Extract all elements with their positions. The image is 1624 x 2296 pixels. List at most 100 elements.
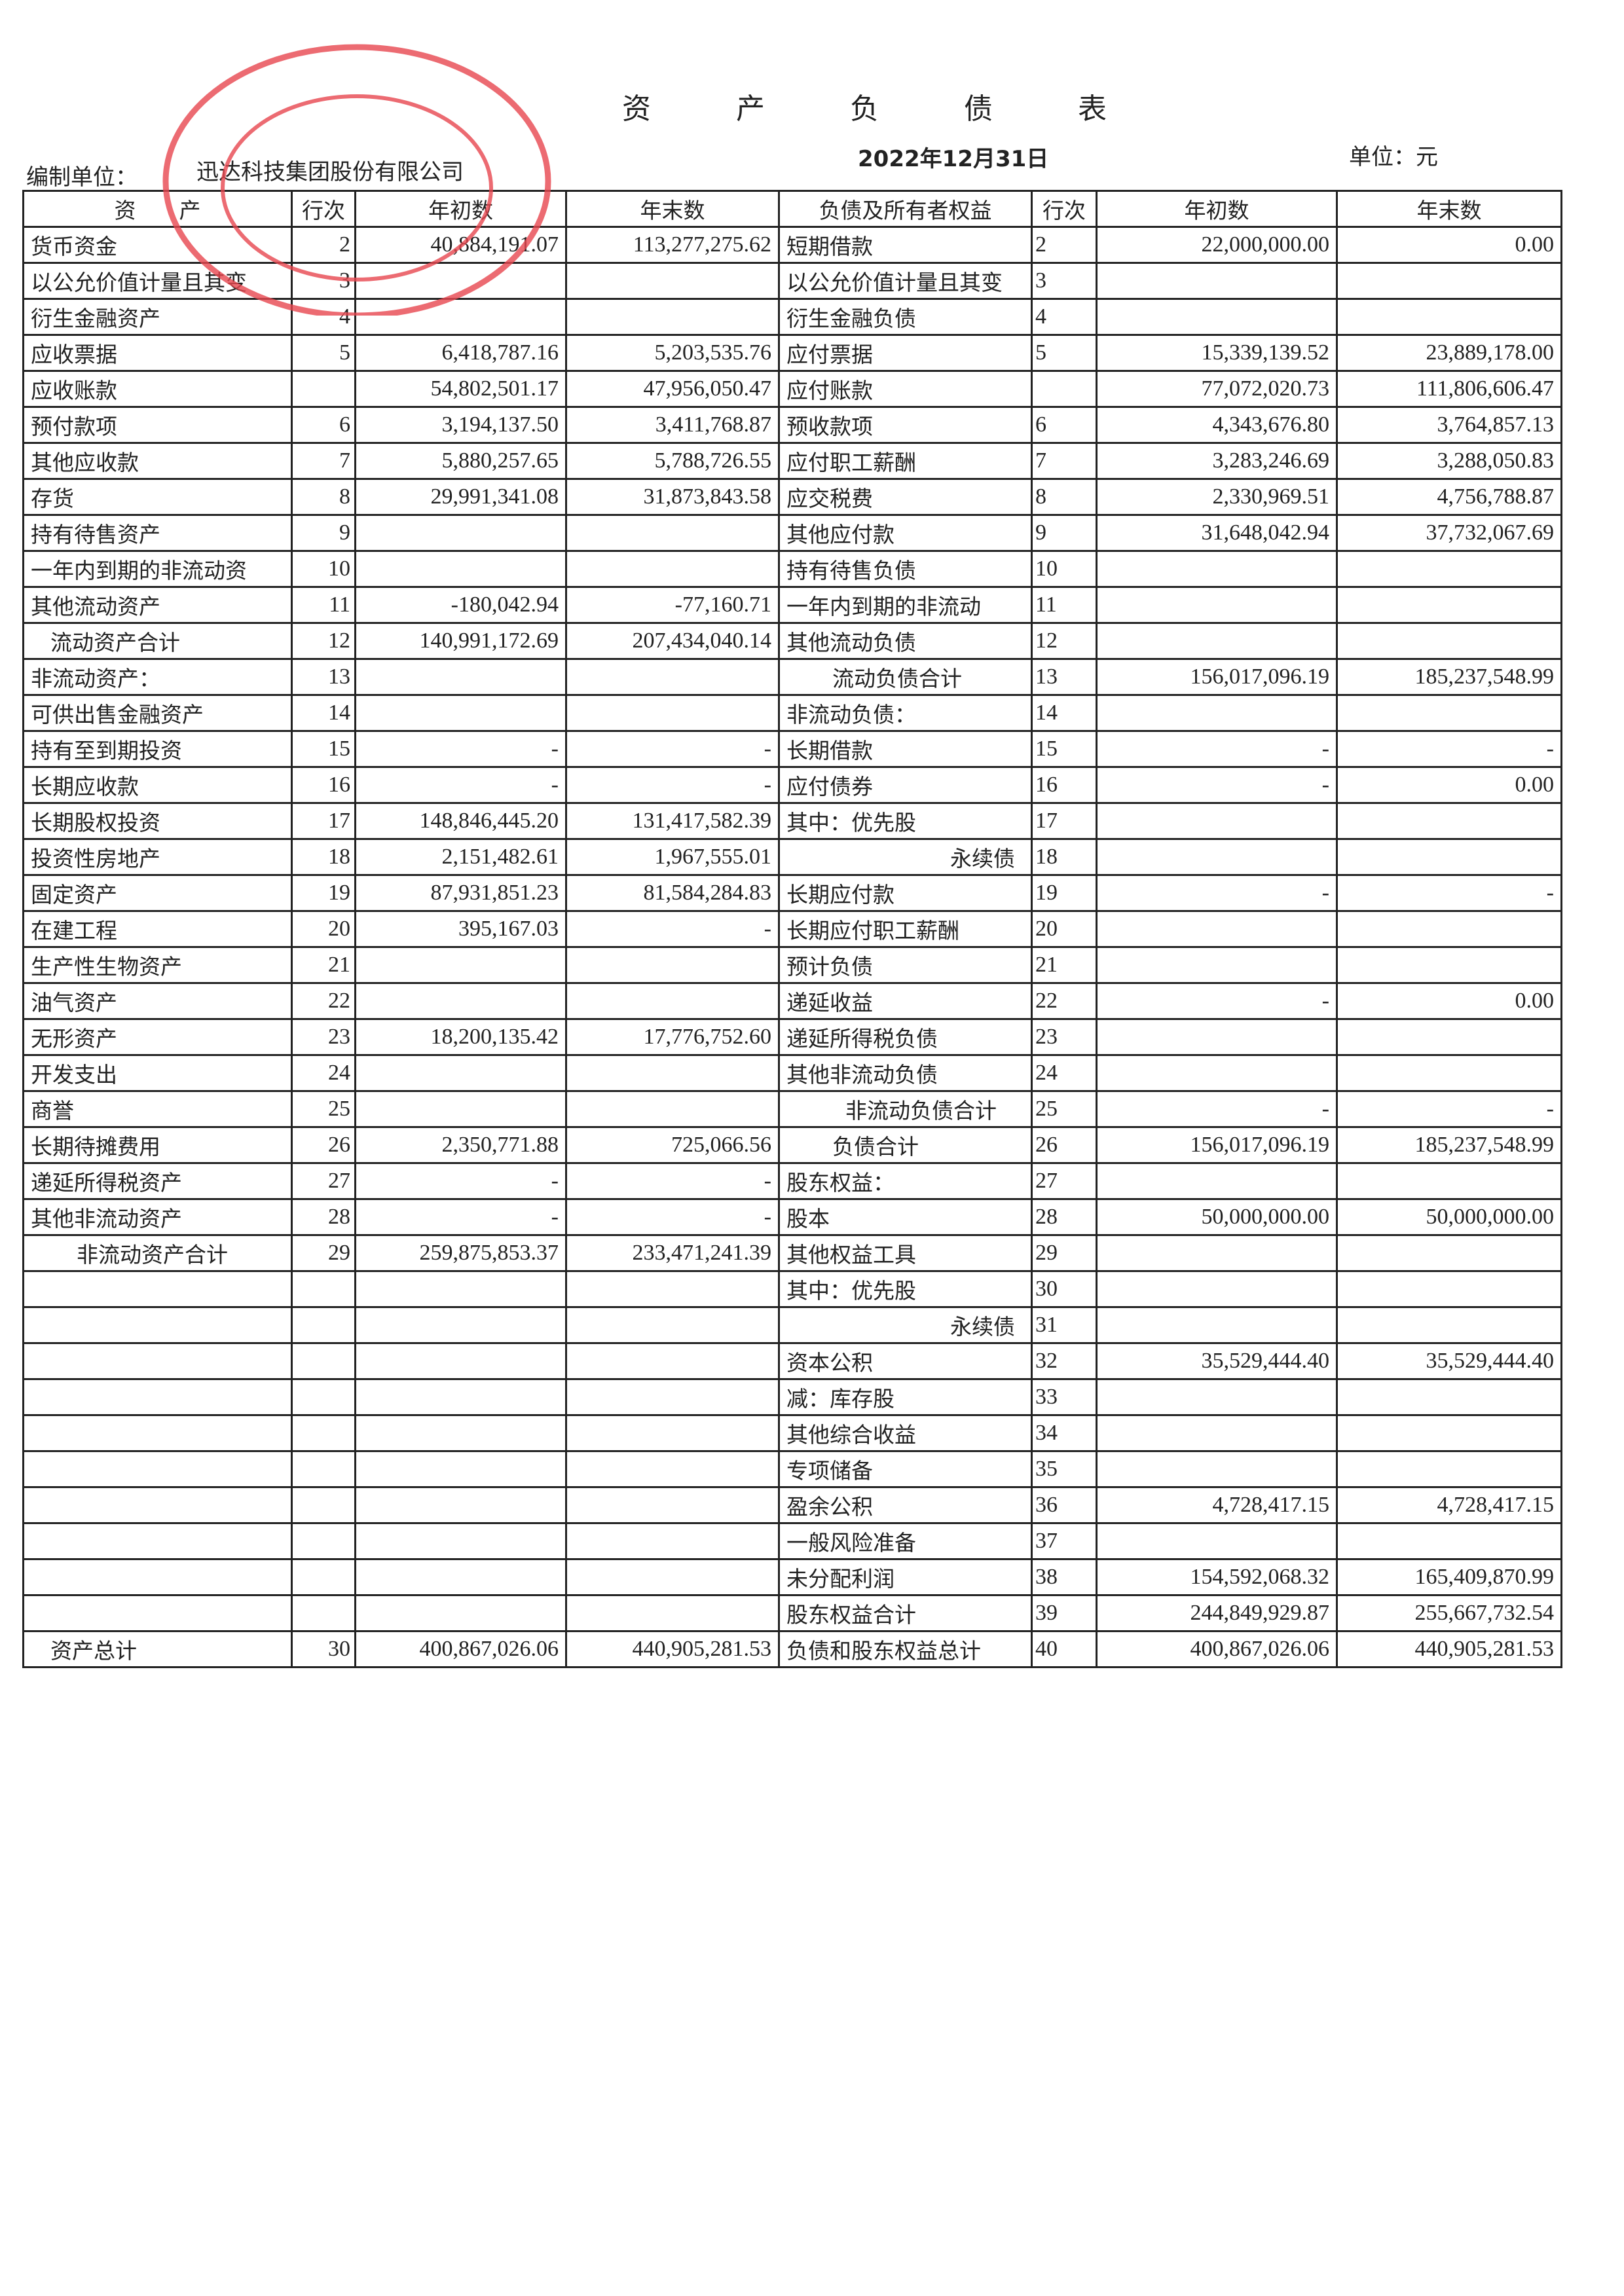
cell-liability-row-no: 20 (1031, 910, 1098, 948)
cell-asset-row-no: 2 (291, 226, 356, 264)
cell-asset-begin (354, 1594, 567, 1632)
cell-liability-begin: 15,339,139.52 (1096, 334, 1338, 372)
cell-liability-begin: 4,728,417.15 (1096, 1486, 1338, 1524)
cell-asset-row-no: 30 (291, 1630, 356, 1668)
cell-liability-name: 长期借款 (778, 730, 1033, 768)
cell-asset-row-no (291, 1594, 356, 1632)
cell-liability-begin (1096, 1522, 1338, 1560)
cell-liability-end (1336, 946, 1562, 984)
cell-asset-begin (354, 1306, 567, 1344)
header-asset-end: 年末数 (565, 190, 780, 228)
header-asset-name: 资 产 (22, 190, 293, 228)
unit-label: 单位：元 (1349, 144, 1438, 170)
cell-asset-row-no: 17 (291, 802, 356, 840)
cell-liability-end: 165,409,870.99 (1336, 1558, 1562, 1596)
table-row: 其他非流动资产 28- - 股本 28 50,000,000.00 50,000,000.0… (22, 1198, 1562, 1236)
cell-liability-begin (1096, 694, 1338, 732)
cell-asset-name: 开发支出 (22, 1054, 293, 1092)
cell-asset-row-no: 22 (291, 982, 356, 1020)
cell-asset-end (565, 1378, 780, 1416)
report-date: 2022年12月31日 (858, 146, 1049, 172)
cell-liability-row-no: 40 (1031, 1630, 1098, 1668)
cell-asset-row-no: 15 (291, 730, 356, 768)
table-row: 资本公积 32 35,529,444.40 35,529,444.40 (22, 1342, 1562, 1380)
cell-asset-begin (354, 514, 567, 552)
table-row: 开发支出 24 其他非流动负债 24 (22, 1054, 1562, 1092)
table-row: 商誉 25 非流动负债合计 25- - (22, 1090, 1562, 1128)
cell-liability-begin: 35,529,444.40 (1096, 1342, 1338, 1380)
cell-asset-begin: 29,991,341.08 (354, 478, 567, 516)
cell-liability-end (1336, 1450, 1562, 1488)
cell-liability-begin (1096, 1378, 1338, 1416)
cell-asset-row-no (291, 1342, 356, 1380)
cell-liability-begin: 77,072,020.73 (1096, 370, 1338, 408)
cell-liability-row-no: 14 (1031, 694, 1098, 732)
cell-liability-end: 0.00 (1336, 766, 1562, 804)
cell-asset-end (565, 1594, 780, 1632)
table-row: 在建工程 20 395,167.03- 长期应付职工薪酬 20 (22, 910, 1562, 948)
cell-liability-begin: - (1096, 982, 1338, 1020)
cell-liability-end: 255,667,732.54 (1336, 1594, 1562, 1632)
cell-liability-name: 其他综合收益 (778, 1414, 1033, 1452)
cell-asset-row-no (291, 1378, 356, 1416)
cell-asset-row-no: 8 (291, 478, 356, 516)
cell-liability-name: 应付职工薪酬 (778, 442, 1033, 480)
cell-liability-name: 股东权益： (778, 1162, 1033, 1200)
cell-liability-name: 应付账款 (778, 370, 1033, 408)
cell-asset-begin (354, 1054, 567, 1092)
cell-asset-name: 货币资金 (22, 226, 293, 264)
cell-asset-row-no: 27 (291, 1162, 356, 1200)
cell-asset-name: 可供出售金融资产 (22, 694, 293, 732)
cell-asset-row-no: 23 (291, 1018, 356, 1056)
table-row: 资产总计 30 400,867,026.06 440,905,281.53 负债和股东权… (22, 1630, 1562, 1668)
cell-asset-end (565, 946, 780, 984)
cell-liability-row-no: 38 (1031, 1558, 1098, 1596)
cell-asset-row-no: 4 (291, 298, 356, 336)
cell-liability-begin (1096, 1162, 1338, 1200)
cell-asset-end: 47,956,050.47 (565, 370, 780, 408)
cell-asset-row-no: 6 (291, 406, 356, 444)
cell-liability-name: 专项储备 (778, 1450, 1033, 1488)
cell-asset-name: 预付款项 (22, 406, 293, 444)
cell-asset-begin: 40,884,191.07 (354, 226, 567, 264)
cell-liability-row-no: 33 (1031, 1378, 1098, 1416)
cell-liability-row-no: 39 (1031, 1594, 1098, 1632)
cell-asset-name: 在建工程 (22, 910, 293, 948)
cell-liability-end (1336, 298, 1562, 336)
cell-asset-name: 其他应收款 (22, 442, 293, 480)
cell-asset-end (565, 1486, 780, 1524)
cell-asset-end: 113,277,275.62 (565, 226, 780, 264)
table-row: 可供出售金融资产 14 非流动负债： 14 (22, 694, 1562, 732)
cell-liability-end (1336, 1162, 1562, 1200)
cell-asset-end: 440,905,281.53 (565, 1630, 780, 1668)
table-row: 预付款项 6 3,194,137.50 3,411,768.87 预收款项 6 4,343,… (22, 406, 1562, 444)
table-row: 一般风险准备 37 (22, 1522, 1562, 1560)
cell-liability-name: 长期应付职工薪酬 (778, 910, 1033, 948)
cell-asset-end (565, 514, 780, 552)
cell-liability-name: 负债和股东权益总计 (778, 1630, 1033, 1668)
cell-asset-name (22, 1414, 293, 1452)
cell-asset-end: 81,584,284.83 (565, 874, 780, 912)
cell-liability-end (1336, 586, 1562, 624)
cell-liability-name: 以公允价值计量且其变 (778, 262, 1033, 300)
table-row: 其他综合收益 34 (22, 1414, 1562, 1452)
cell-liability-name: 其中：优先股 (778, 802, 1033, 840)
cell-liability-begin (1096, 586, 1338, 624)
cell-liability-end: 4,728,417.15 (1336, 1486, 1562, 1524)
cell-asset-row-no: 16 (291, 766, 356, 804)
cell-liability-end (1336, 1414, 1562, 1452)
cell-liability-row-no: 19 (1031, 874, 1098, 912)
cell-asset-name: 递延所得税资产 (22, 1162, 293, 1200)
cell-liability-begin: - (1096, 730, 1338, 768)
cell-asset-begin (354, 1342, 567, 1380)
cell-liability-begin (1096, 1306, 1338, 1344)
cell-liability-name: 其中：优先股 (778, 1270, 1033, 1308)
cell-liability-name: 资本公积 (778, 1342, 1033, 1380)
cell-asset-end: - (565, 1162, 780, 1200)
cell-liability-begin (1096, 1234, 1338, 1272)
cell-asset-begin: - (354, 766, 567, 804)
cell-liability-name: 永续债 (778, 1306, 1033, 1344)
cell-liability-row-no: 13 (1031, 658, 1098, 696)
cell-liability-row-no: 2 (1031, 226, 1098, 264)
cell-liability-row-no: 31 (1031, 1306, 1098, 1344)
